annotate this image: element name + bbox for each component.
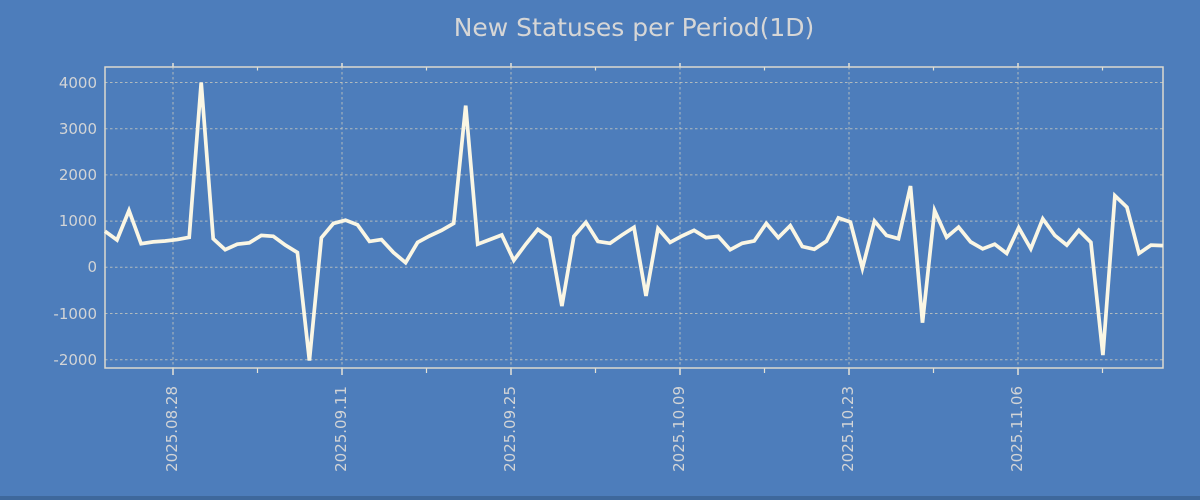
data-line (103, 82, 1164, 361)
y-tick-label: 0 (87, 258, 97, 277)
x-tick-label: 2025.09.11 (332, 386, 350, 472)
y-tick-label: 4000 (58, 73, 97, 92)
bottom-edge-strip (0, 496, 1200, 500)
y-tick-label: -2000 (53, 350, 97, 369)
x-tick-label: 2025.10.23 (839, 386, 857, 472)
x-tick-label: 2025.11.06 (1008, 386, 1026, 472)
x-tick-label: 2025.09.25 (501, 386, 519, 472)
x-tick-label: 2025.08.28 (163, 386, 181, 472)
plot-border (104, 66, 1164, 369)
y-tick-label: 3000 (58, 119, 97, 138)
chart-title: New Statuses per Period(1D) (453, 13, 815, 42)
y-tick-label: -1000 (53, 304, 97, 323)
y-tick-label: 2000 (58, 165, 97, 184)
y-tick-label: 1000 (58, 212, 97, 231)
x-tick-label: 2025.10.09 (670, 386, 688, 472)
